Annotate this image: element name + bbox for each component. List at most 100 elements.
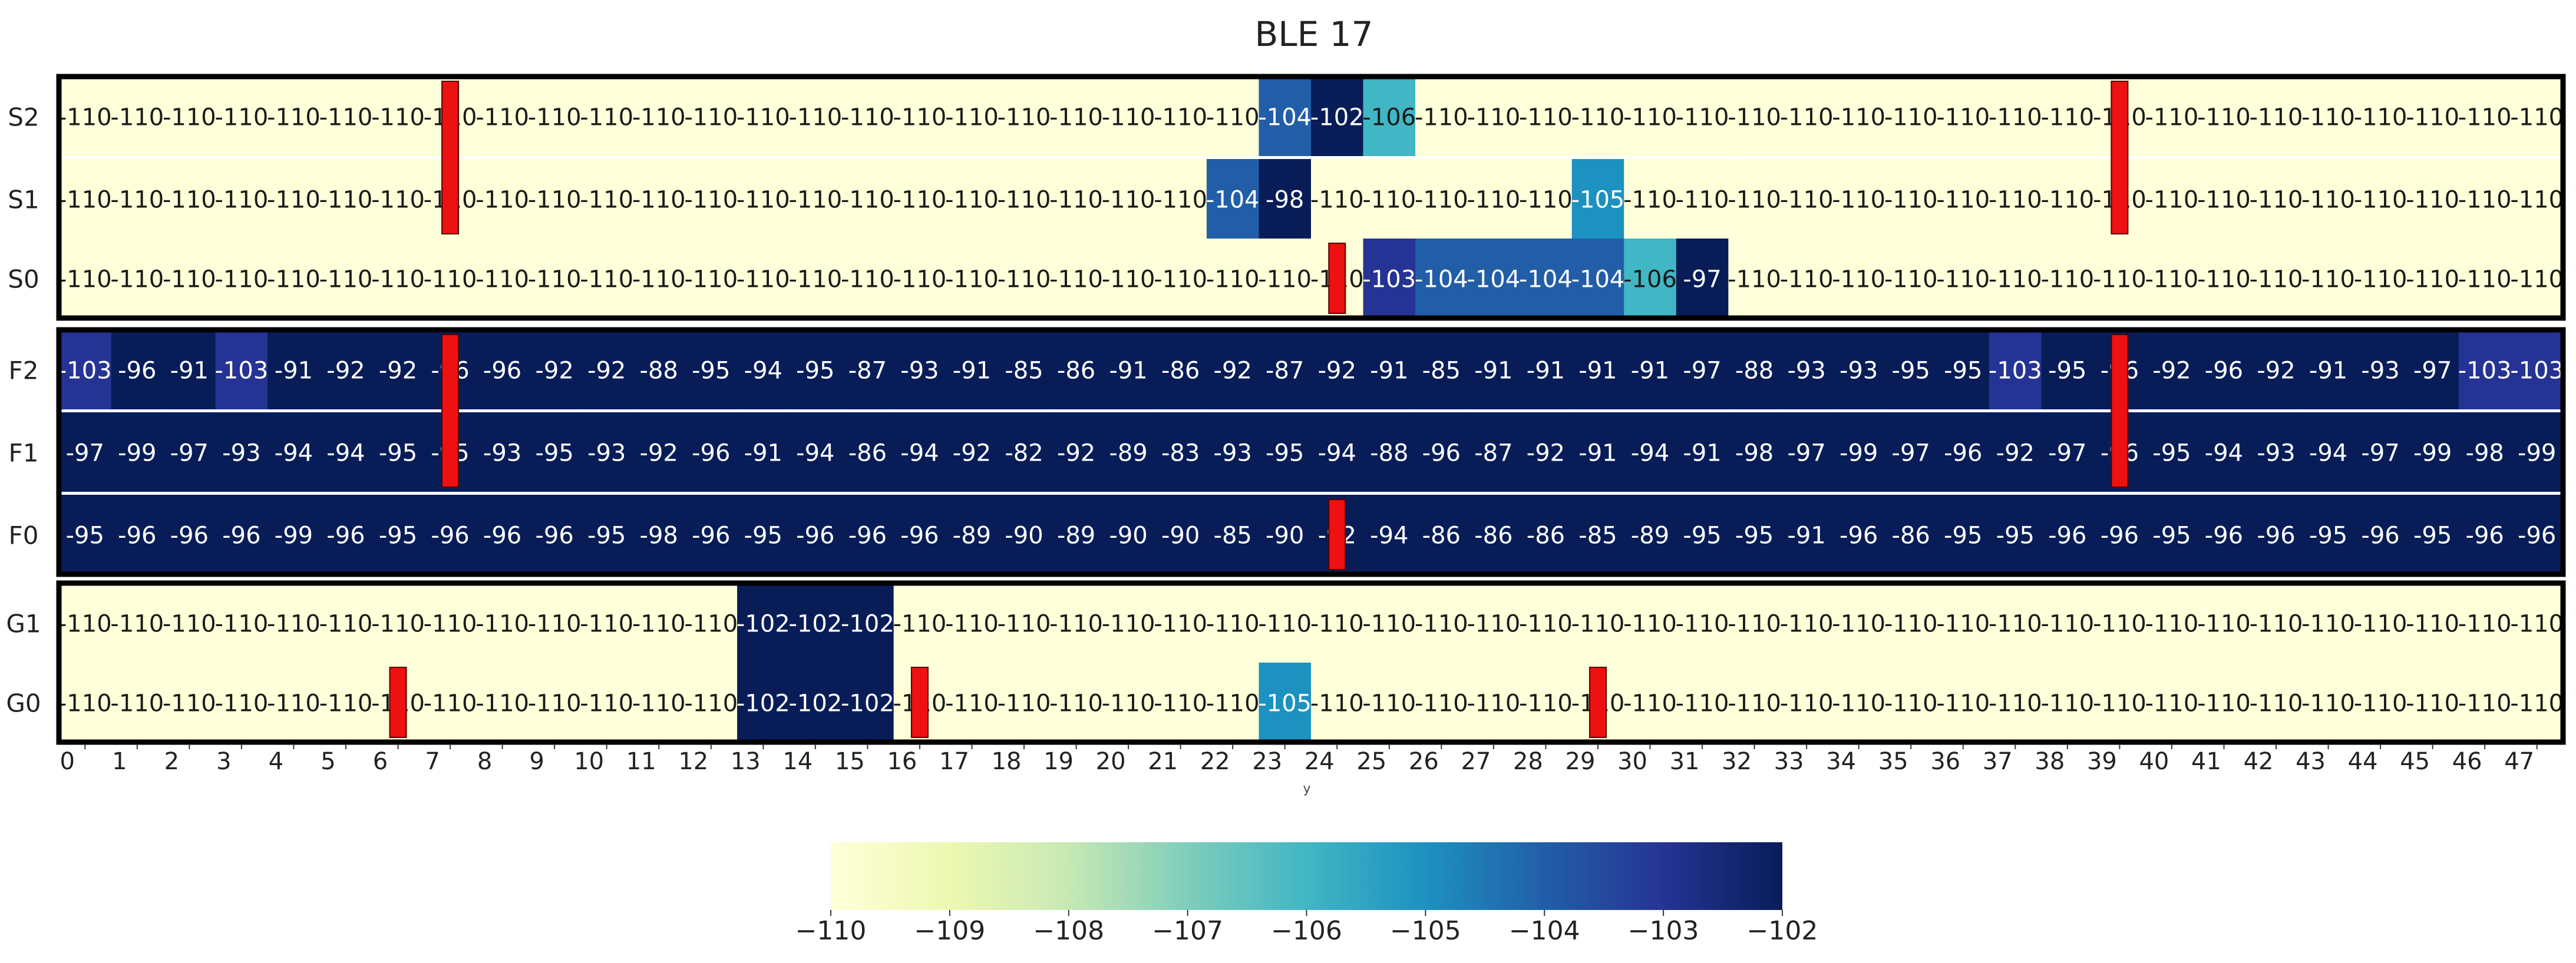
cell-label: -99 bbox=[275, 522, 313, 550]
heatmap-cell bbox=[1311, 77, 1364, 156]
heatmap-cell bbox=[1467, 495, 1520, 574]
colorbar-tick-label: −109 bbox=[914, 916, 985, 946]
cell-label: -110 bbox=[1832, 690, 1885, 717]
heatmap-cell bbox=[841, 239, 894, 318]
x-tick-label: 26 bbox=[1409, 748, 1439, 775]
heatmap-cell bbox=[2302, 330, 2355, 409]
heatmap-cell bbox=[998, 412, 1051, 492]
cell-label: -95 bbox=[587, 522, 626, 550]
heatmap-cell bbox=[267, 239, 321, 318]
cell-label: -110 bbox=[1362, 611, 1416, 638]
cell-label: -96 bbox=[431, 522, 469, 550]
heatmap-cell bbox=[2250, 583, 2303, 663]
heatmap-cell bbox=[1102, 77, 1155, 156]
cell-label: -110 bbox=[1415, 611, 1468, 638]
cell-label: -110 bbox=[163, 187, 216, 214]
heatmap-cell bbox=[267, 495, 321, 574]
heatmap-cell bbox=[1520, 330, 1573, 409]
cell-label: -85 bbox=[1214, 522, 1252, 550]
cell-label: -110 bbox=[1415, 187, 1468, 214]
heatmap-cell bbox=[789, 77, 842, 156]
heatmap-cell bbox=[1102, 663, 1155, 742]
cell-label: -110 bbox=[2458, 690, 2512, 717]
cell-label: -87 bbox=[1266, 358, 1304, 385]
cell-label: -110 bbox=[2354, 104, 2407, 131]
heatmap-cell bbox=[372, 330, 425, 409]
cell-label: -110 bbox=[163, 690, 216, 717]
cell-label: -104 bbox=[1206, 187, 1260, 214]
cell-label: -110 bbox=[1415, 690, 1468, 717]
x-tick-label: 9 bbox=[529, 748, 544, 775]
heatmap-cell bbox=[1102, 583, 1155, 663]
heatmap-cell bbox=[841, 412, 894, 492]
cell-label: -86 bbox=[1057, 358, 1095, 385]
cell-label: -110 bbox=[215, 104, 269, 131]
heatmap-cell bbox=[1780, 495, 1834, 574]
heatmap-cell bbox=[59, 412, 112, 492]
cell-label: -91 bbox=[1109, 358, 1147, 385]
heatmap-cell bbox=[685, 330, 738, 409]
heatmap-cell bbox=[632, 330, 686, 409]
cell-label: -95 bbox=[66, 522, 104, 550]
cell-label: -94 bbox=[1370, 522, 1408, 550]
heatmap-cell bbox=[215, 239, 268, 318]
colorbar-tick-label: −107 bbox=[1152, 916, 1223, 946]
heatmap-cell bbox=[632, 239, 686, 318]
heatmap-cell bbox=[1989, 159, 2042, 239]
heatmap-cell bbox=[1884, 495, 1938, 574]
heatmap-cell bbox=[1571, 77, 1624, 156]
cell-label: -110 bbox=[945, 187, 999, 214]
cell-label: -91 bbox=[1787, 522, 1825, 550]
heatmap-cell bbox=[1259, 239, 1312, 318]
cell-label: -99 bbox=[2518, 440, 2556, 467]
cell-label: -110 bbox=[319, 266, 373, 293]
cell-label: -110 bbox=[998, 266, 1051, 293]
heatmap-cell bbox=[163, 495, 216, 574]
cell-label: -110 bbox=[2040, 187, 2094, 214]
heatmap-cell bbox=[1989, 412, 2042, 492]
cell-label: -110 bbox=[632, 690, 686, 717]
cell-label: -90 bbox=[1109, 522, 1147, 550]
heatmap-cell bbox=[1467, 583, 1520, 663]
heatmap-cell bbox=[528, 77, 582, 156]
colorbar-tick-label: −102 bbox=[1747, 916, 1818, 946]
x-tick-label: 31 bbox=[1670, 748, 1700, 775]
heatmap-cell bbox=[1311, 412, 1364, 492]
cell-label: -86 bbox=[1422, 522, 1461, 550]
heatmap-cell bbox=[2511, 330, 2564, 409]
heatmap-cell bbox=[893, 159, 946, 239]
heatmap-cell bbox=[893, 412, 946, 492]
cell-label: -96 bbox=[483, 522, 521, 550]
cell-label: -95 bbox=[744, 522, 782, 550]
heatmap-cell bbox=[2145, 159, 2198, 239]
heatmap-cell bbox=[1102, 412, 1155, 492]
heatmap-cell bbox=[685, 663, 738, 742]
heatmap-cell bbox=[1520, 583, 1573, 663]
cell-label: -91 bbox=[1370, 358, 1408, 385]
cell-label: -110 bbox=[1676, 611, 1729, 638]
heatmap-cell bbox=[737, 159, 790, 239]
cell-label: -110 bbox=[1154, 611, 1207, 638]
cell-label: -96 bbox=[1944, 440, 1982, 467]
cell-label: -110 bbox=[58, 611, 112, 638]
cell-label: -91 bbox=[744, 440, 782, 467]
heatmap-cell bbox=[580, 495, 633, 574]
cell-label: -88 bbox=[640, 358, 678, 385]
heatmap-cell bbox=[111, 583, 164, 663]
heatmap-cell bbox=[1154, 412, 1207, 492]
cell-label: -88 bbox=[1735, 358, 1774, 385]
cell-label: -110 bbox=[475, 690, 529, 717]
heatmap-cell bbox=[111, 412, 164, 492]
cell-label: -95 bbox=[2152, 440, 2191, 467]
cell-label: -86 bbox=[1161, 358, 1200, 385]
cell-label: -110 bbox=[1623, 690, 1677, 717]
cell-label: -110 bbox=[371, 611, 425, 638]
heatmap-cell bbox=[1206, 239, 1260, 318]
cell-label: -97 bbox=[170, 440, 209, 467]
heatmap-cell bbox=[1728, 239, 1781, 318]
x-tick-label: 34 bbox=[1826, 748, 1856, 775]
cell-label: -103 bbox=[1989, 358, 2042, 385]
heatmap-cell bbox=[372, 77, 425, 156]
heatmap-cell bbox=[1154, 239, 1207, 318]
cell-label: -99 bbox=[2413, 440, 2452, 467]
